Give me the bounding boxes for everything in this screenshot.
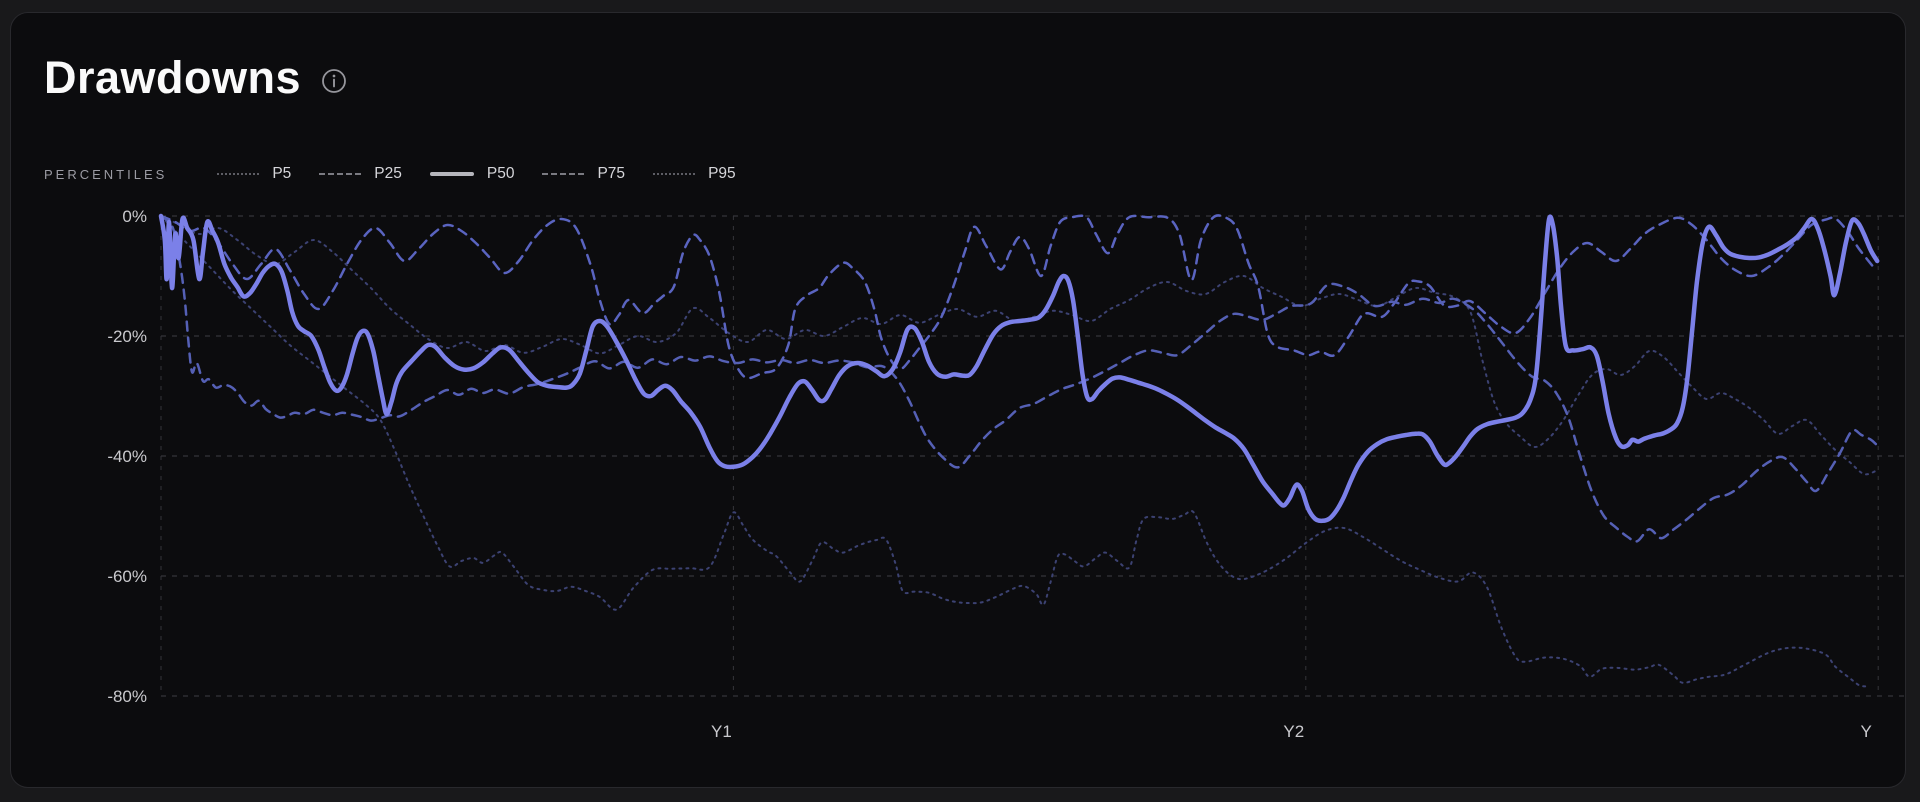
legend-item-p5[interactable]: P5	[217, 165, 291, 183]
x-tick-label: Y2	[1283, 722, 1304, 741]
y-tick-label: -20%	[107, 327, 147, 346]
panel-header: Drawdowns	[44, 53, 347, 103]
y-axis-labels: 0% -20% -40% -60% -80%	[107, 207, 147, 706]
y-gridlines	[161, 215, 1909, 697]
legend-item-p25[interactable]: P25	[319, 165, 402, 183]
series-p5-line	[160, 215, 1877, 476]
y-tick-label: -60%	[107, 567, 147, 586]
y-tick-label: -40%	[107, 447, 147, 466]
chart-canvas[interactable]: 0% -20% -40% -60% -80% Y1 Y2 Y	[41, 191, 1920, 761]
y-tick-label: -80%	[107, 687, 147, 706]
p75-line-swatch-icon	[542, 173, 585, 175]
p50-line-swatch-icon	[429, 172, 474, 176]
series-p95-line	[160, 215, 1868, 688]
series-p50-line	[158, 213, 1880, 524]
x-tick-label: Y	[1861, 722, 1872, 741]
legend-title: PERCENTILES	[44, 166, 168, 182]
page-title: Drawdowns	[44, 52, 302, 103]
legend-item-label: P95	[708, 165, 736, 182]
series-p25-line	[159, 214, 1878, 380]
legend-item-label: P50	[486, 165, 515, 182]
legend: PERCENTILES P5 P25 P50 P75 P95	[44, 165, 764, 183]
legend-item-label: P75	[597, 165, 626, 182]
p25-line-swatch-icon	[319, 173, 362, 175]
series-group	[158, 213, 1880, 688]
info-icon[interactable]	[321, 68, 347, 94]
series-p75-line	[159, 214, 1878, 543]
p5-line-swatch-icon	[217, 173, 260, 175]
legend-item-p50[interactable]: P50	[429, 165, 515, 183]
legend-item-p95[interactable]: P95	[653, 165, 736, 183]
x-tick-label: Y1	[711, 722, 732, 741]
legend-item-label: P25	[374, 165, 402, 182]
y-tick-label: 0%	[122, 207, 147, 226]
legend-item-p75[interactable]: P75	[542, 165, 625, 183]
legend-item-label: P5	[272, 165, 292, 182]
x-axis-labels: Y1 Y2 Y	[711, 722, 1872, 741]
x-gridlines	[160, 216, 1879, 696]
drawdowns-chart[interactable]: 0% -20% -40% -60% -80% Y1 Y2 Y	[41, 191, 1920, 761]
p95-line-swatch-icon	[653, 173, 696, 175]
drawdowns-panel: Drawdowns PERCENTILES P5 P25 P50 P75 P95	[10, 12, 1909, 788]
